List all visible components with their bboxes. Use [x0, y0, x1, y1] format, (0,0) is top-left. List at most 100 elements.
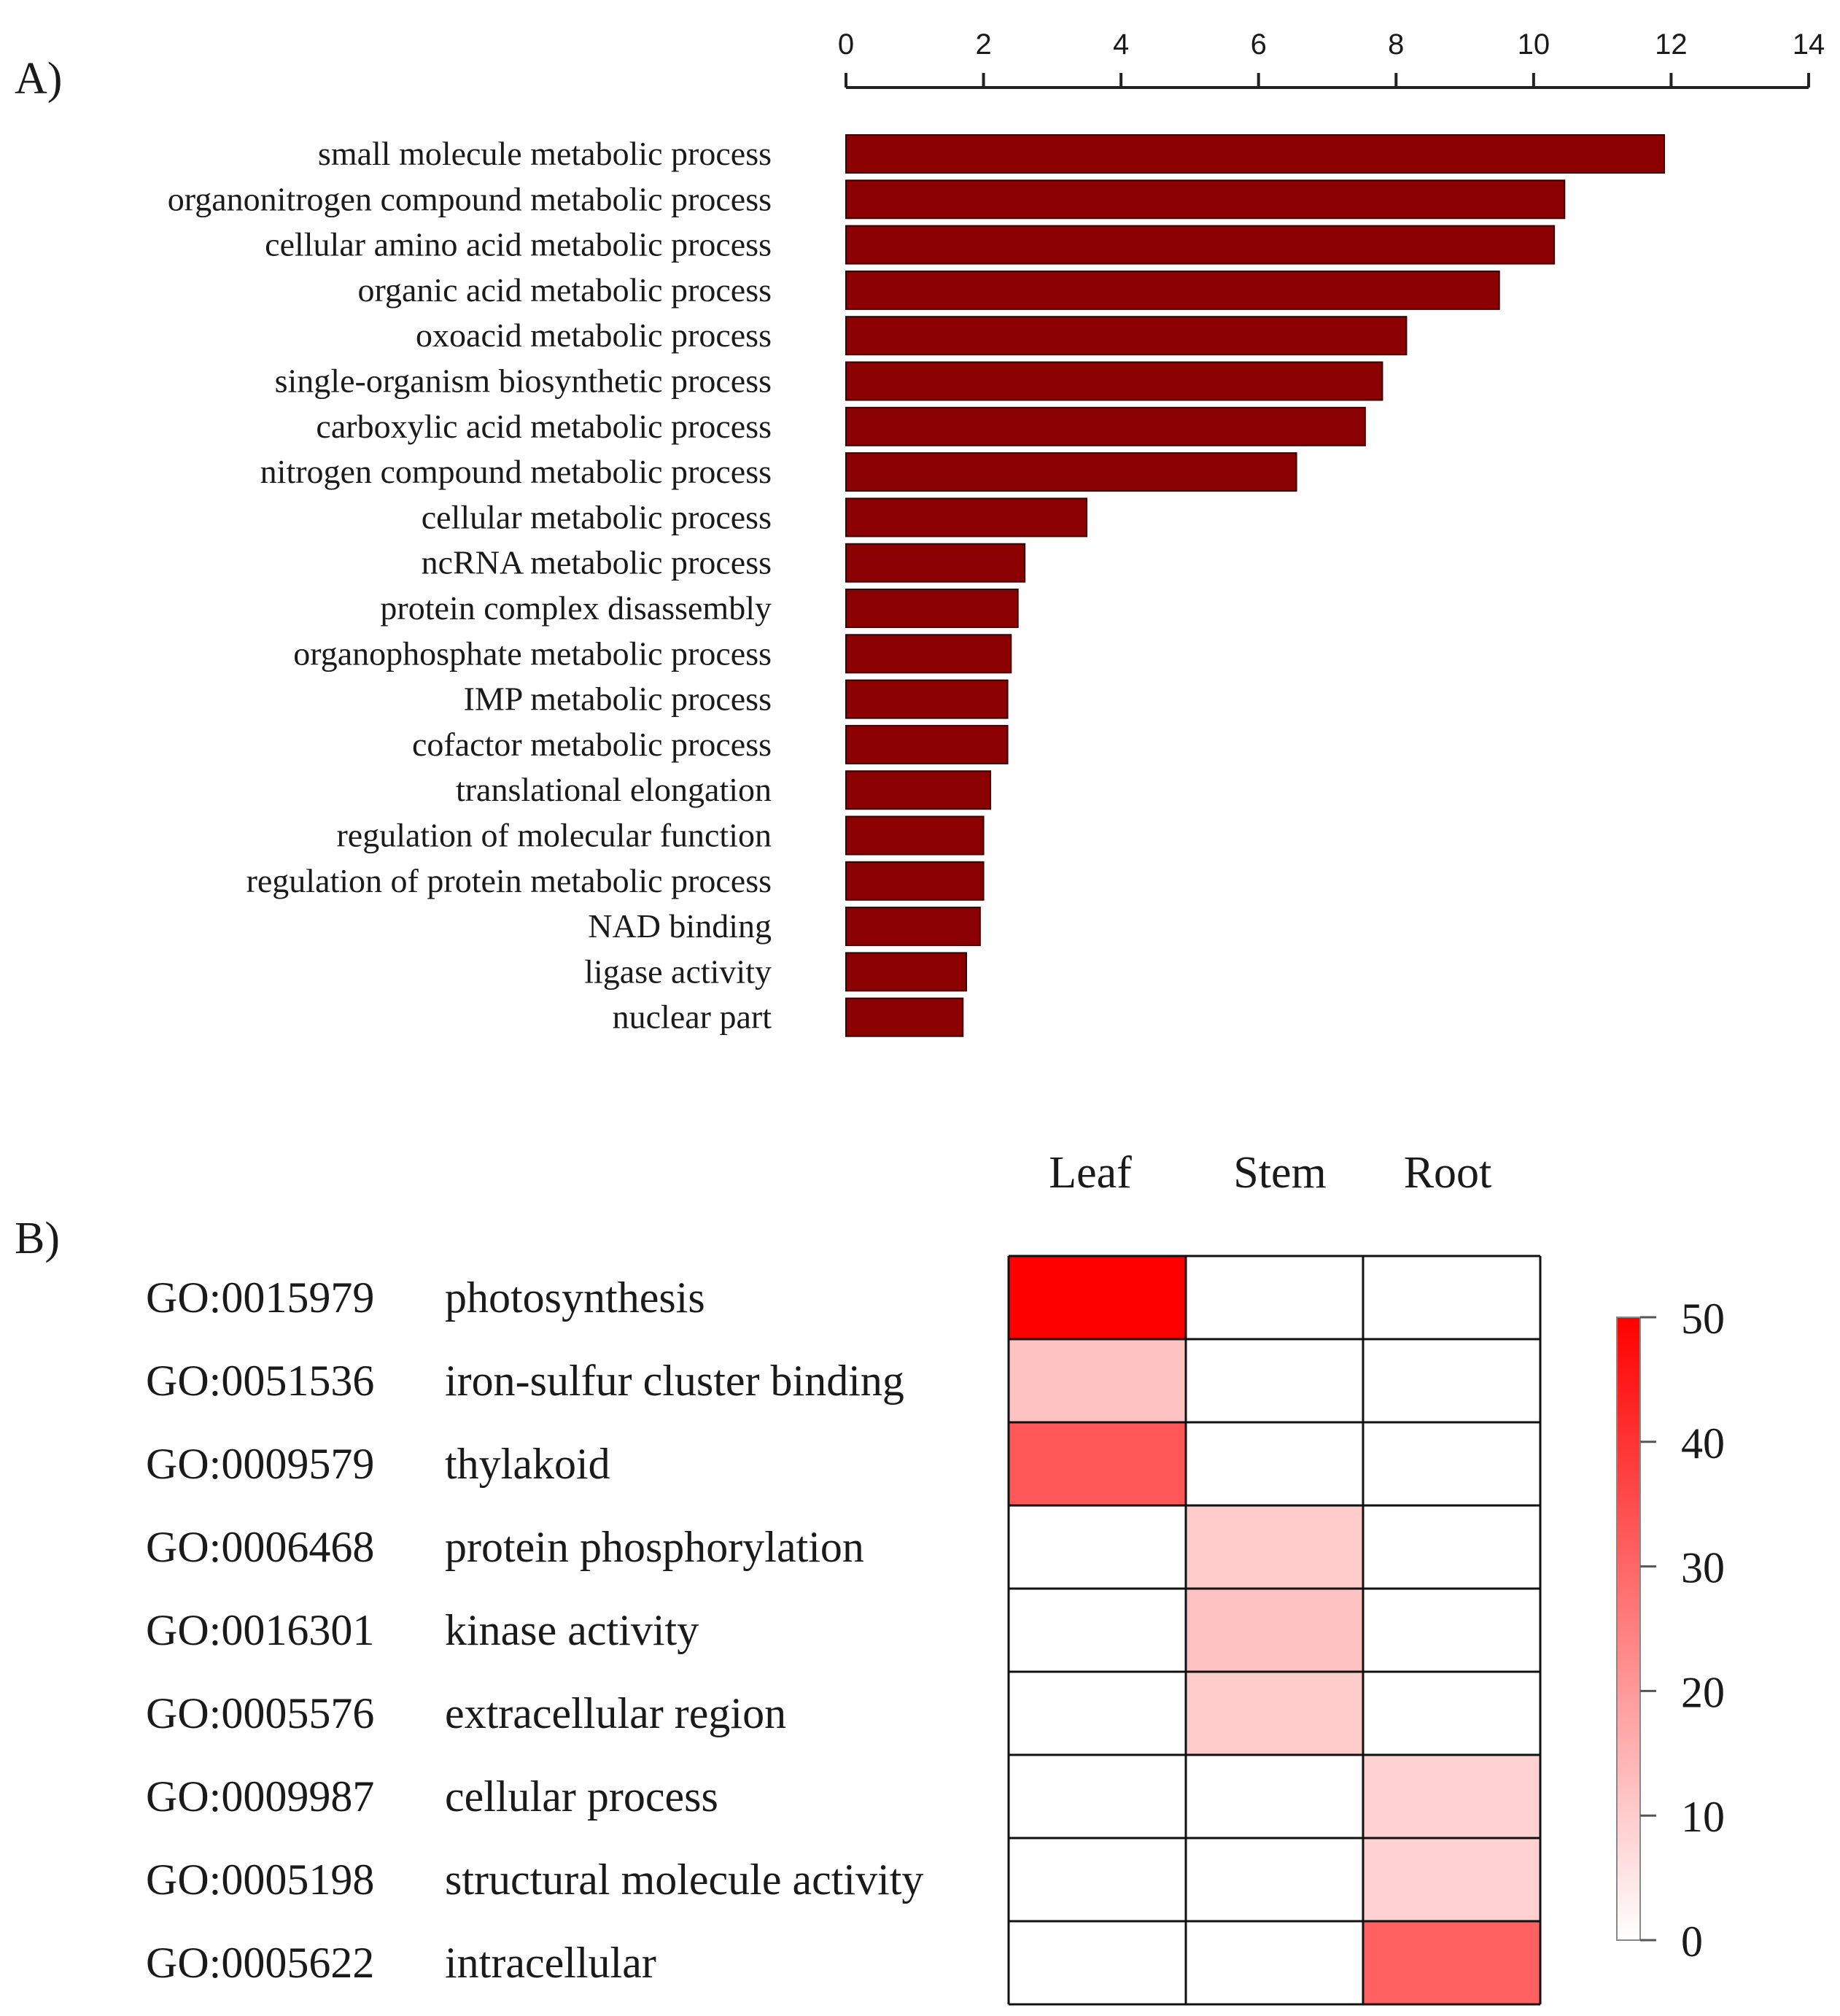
a-bar	[845, 179, 1566, 220]
a-bar	[845, 361, 1383, 401]
a-bar	[845, 452, 1297, 492]
panel-a-bar-chart: A) 0 2 4 6 8 10 12 14 small molecule metabolic …	[15, 28, 1825, 1037]
a-bar	[845, 316, 1408, 356]
b-heatmap-cell	[1009, 1921, 1186, 2004]
b-heatmap-cell	[1186, 1921, 1363, 2004]
a-bar	[845, 134, 1665, 174]
a-bar	[845, 815, 985, 856]
b-heatmap-cell	[1186, 1422, 1363, 1505]
b-column-headers: Leaf Stem Root	[1049, 1148, 1491, 1198]
b-heatmap-cell	[1186, 1672, 1363, 1755]
b-heatmap-cell	[1009, 1505, 1186, 1589]
a-category-label: NAD binding	[588, 907, 772, 945]
b-heatmap-cell	[1186, 1838, 1363, 1921]
a-bar	[845, 724, 1009, 764]
a-category-label: oxoacid metabolic process	[416, 317, 772, 354]
a-bar	[845, 907, 981, 947]
panel-a-label: A)	[15, 54, 62, 104]
b-heatmap-cell	[1186, 1755, 1363, 1838]
b-row-id: GO:0006468	[146, 1523, 374, 1571]
b-heatmap-cell	[1363, 1921, 1540, 2004]
b-colorbar-tick-label: 30	[1681, 1544, 1725, 1592]
a-bar	[845, 952, 967, 992]
a-bars	[845, 134, 1665, 1037]
a-bar	[845, 679, 1009, 719]
a-tick-label: 6	[1251, 28, 1267, 61]
b-heatmap-cell	[1009, 1339, 1186, 1422]
b-row-id: GO:0009579	[146, 1440, 374, 1488]
b-heatmap-cell	[1363, 1838, 1540, 1921]
a-bar	[845, 770, 991, 810]
panel-b-label: B)	[15, 1214, 60, 1263]
b-heatmap-cell	[1363, 1339, 1540, 1422]
b-heatmap-cell	[1009, 1755, 1186, 1838]
b-row-term: intracellular	[445, 1939, 656, 1987]
b-row-term: structural molecule activity	[445, 1856, 923, 1904]
b-heatmap-cell	[1363, 1505, 1540, 1589]
a-category-label: carboxylic acid metabolic process	[316, 408, 772, 445]
a-category-label: cofactor metabolic process	[412, 726, 772, 763]
a-category-labels: small molecule metabolic process organoni…	[168, 135, 772, 1036]
b-heatmap-cell	[1186, 1339, 1363, 1422]
a-tick-label: 10	[1518, 28, 1550, 61]
b-cells	[1007, 1255, 1542, 2006]
b-colorbar-tick-label: 40	[1681, 1419, 1725, 1468]
a-axis: 0 2 4 6 8 10 12 14	[838, 28, 1825, 89]
b-colorbar-tick-label: 20	[1681, 1668, 1725, 1716]
a-category-label: single-organism biosynthetic process	[275, 363, 772, 400]
b-heatmap-cell	[1186, 1505, 1363, 1589]
b-heatmap-cell	[1363, 1256, 1540, 1339]
a-tick-label: 2	[975, 28, 991, 61]
a-category-label: small molecule metabolic process	[318, 135, 772, 172]
b-heatmap-cell	[1009, 1422, 1186, 1505]
b-heatmap-cell	[1009, 1256, 1186, 1339]
a-bar	[845, 589, 1019, 628]
b-row-id: GO:0005198	[146, 1856, 374, 1904]
b-heatmap-cell	[1009, 1838, 1186, 1921]
a-category-label: organic acid metabolic process	[357, 271, 772, 309]
a-tick-label: 14	[1793, 28, 1825, 61]
a-category-label: nitrogen compound metabolic process	[260, 453, 772, 490]
b-row-term: iron-sulfur cluster binding	[445, 1357, 904, 1405]
b-heatmap-cell	[1363, 1672, 1540, 1755]
a-category-label: organonitrogen compound metabolic proces…	[168, 180, 772, 217]
b-heatmap-cell	[1186, 1589, 1363, 1672]
b-row-labels: GO:0015979 photosynthesis GO:0051536 iron-s…	[146, 1273, 923, 1987]
b-row-term: cellular process	[445, 1772, 718, 1821]
b-column-header: Leaf	[1049, 1148, 1132, 1198]
a-category-label: translational elongation	[456, 771, 772, 808]
a-category-label: nuclear part	[613, 999, 772, 1036]
b-column-header: Stem	[1233, 1148, 1326, 1198]
b-column-header: Root	[1404, 1148, 1492, 1198]
a-bar	[845, 225, 1556, 265]
b-colorbar-bar	[1616, 1317, 1641, 1941]
a-category-label: regulation of protein metabolic process	[247, 862, 772, 899]
a-tick-label: 0	[838, 28, 854, 61]
b-row-term: kinase activity	[445, 1606, 699, 1654]
a-bar	[845, 270, 1500, 310]
b-colorbar-tick-label: 50	[1681, 1295, 1725, 1343]
b-row-id: GO:0005622	[146, 1939, 374, 1987]
panel-b-heatmap: B) Leaf Stem Root GO:0015979 photosynthesis…	[15, 1148, 1725, 2006]
b-row-term: extracellular region	[445, 1689, 786, 1737]
b-colorbar-tick-label: 10	[1681, 1793, 1725, 1841]
a-tick-label: 8	[1388, 28, 1404, 61]
a-tick-label: 12	[1655, 28, 1688, 61]
a-category-label: cellular amino acid metabolic process	[265, 226, 772, 263]
b-row-id: GO:0051536	[146, 1357, 374, 1405]
b-heatmap-cell	[1009, 1672, 1186, 1755]
b-row-term: protein phosphorylation	[445, 1523, 864, 1571]
b-heatmap-cell	[1363, 1755, 1540, 1838]
b-heatmap-cell	[1186, 1256, 1363, 1339]
a-category-label: cellular metabolic process	[422, 498, 772, 535]
a-bar	[845, 497, 1087, 538]
b-row-id: GO:0005576	[146, 1689, 374, 1737]
a-category-label: ncRNA metabolic process	[422, 544, 772, 581]
a-category-label: IMP metabolic process	[464, 681, 772, 718]
b-heatmap-cell	[1363, 1589, 1540, 1672]
a-category-label: regulation of molecular function	[336, 817, 772, 854]
a-bar	[845, 406, 1366, 446]
b-heatmap-cell	[1363, 1422, 1540, 1505]
b-colorbar-tick-label: 0	[1681, 1918, 1703, 1966]
